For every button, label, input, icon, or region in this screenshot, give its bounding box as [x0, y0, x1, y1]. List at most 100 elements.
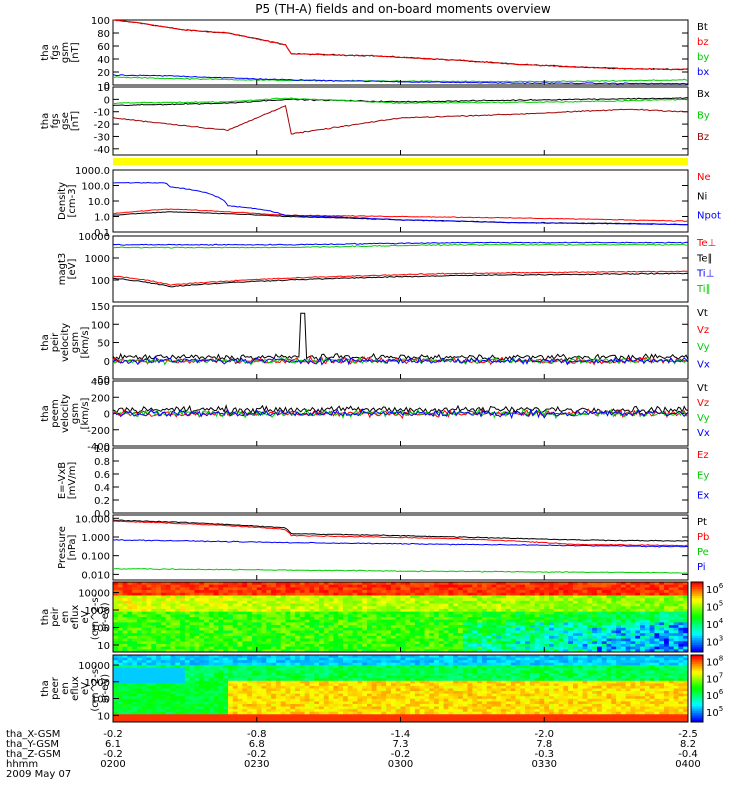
spectrogram-cell: [534, 635, 540, 639]
spectrogram-cell: [290, 625, 296, 629]
spectrogram-cell: [424, 641, 430, 645]
spectrogram-cell: [347, 641, 353, 645]
spectrogram-cell: [189, 595, 195, 599]
spectrogram-cell: [285, 719, 291, 723]
spectrogram-cell: [290, 627, 296, 631]
spectrogram-cell: [117, 635, 123, 639]
spectrogram-cell: [577, 590, 583, 594]
spectrogram-cell: [429, 582, 435, 586]
spectrogram-cell: [280, 646, 286, 650]
spectrogram-cell: [568, 592, 574, 596]
spectrogram-cell: [362, 657, 368, 661]
spectrogram-cell: [405, 627, 411, 631]
spectrogram-cell: [261, 614, 267, 618]
spectrogram-cell: [448, 643, 454, 648]
y-axis-label-line: gsm: [70, 332, 81, 353]
spectrogram-cell: [232, 688, 238, 692]
spectrogram-cell: [189, 675, 195, 679]
spectrogram-cell: [357, 711, 363, 715]
spectrogram-cell: [189, 683, 195, 687]
spectrogram-cell: [309, 703, 315, 707]
spectrogram-cell: [338, 635, 344, 639]
spectrogram-cell: [180, 714, 186, 718]
spectrogram-cell: [228, 696, 234, 700]
spectrogram-cell: [165, 667, 171, 671]
spectrogram-cell: [568, 643, 574, 648]
spectrogram-cell: [299, 625, 306, 629]
spectrogram-cell: [462, 608, 468, 613]
spectrogram-cell: [213, 662, 219, 666]
spectrogram-cell: [323, 603, 330, 607]
spectrogram-cell: [323, 625, 330, 629]
spectrogram-cell: [170, 709, 176, 713]
spectrogram-cell: [237, 638, 243, 642]
spectrogram-cell: [352, 592, 358, 596]
spectrogram-cell: [410, 641, 416, 645]
spectrogram-cell: [189, 643, 195, 648]
spectrogram-cell: [127, 587, 133, 591]
y-tick-label: 10.0: [88, 197, 110, 208]
spectrogram-cell: [515, 633, 521, 637]
spectrogram-cell: [596, 641, 603, 645]
spectrogram-cell: [357, 680, 363, 684]
y-axis-label-line: [nT]: [70, 111, 81, 131]
spectrogram-cell: [467, 641, 473, 645]
spectrogram-cell: [319, 617, 325, 621]
spectrogram-cell: [127, 673, 133, 677]
spectrogram-cell: [668, 633, 675, 637]
spectrogram-cell: [314, 600, 320, 604]
spectrogram-cell: [395, 611, 401, 615]
spectrogram-cell: [347, 714, 353, 718]
spectrogram-cell: [515, 625, 521, 629]
spectrogram-cell: [299, 675, 306, 679]
spectrogram-cell: [160, 603, 167, 607]
spectrogram-cell: [434, 606, 440, 610]
spectrogram-cell: [462, 638, 468, 642]
spectrogram-cell: [117, 649, 123, 653]
spectrogram-cell: [467, 638, 473, 642]
spectrogram-cell: [563, 582, 569, 586]
spectrogram-cell: [151, 598, 157, 602]
spectrogram-cell: [132, 665, 138, 669]
spectrogram-cell: [625, 619, 631, 623]
spectrogram-cell: [194, 709, 200, 713]
spectrogram-cell: [165, 608, 171, 613]
spectrogram-cell: [223, 619, 229, 623]
spectrogram-cell: [146, 691, 152, 695]
spectrogram-cell: [199, 611, 205, 615]
spectrogram-cell: [601, 592, 607, 596]
spectrogram-cell: [534, 598, 540, 602]
spectrogram-cell: [213, 711, 219, 715]
spectrogram-cell: [333, 675, 339, 679]
spectrogram-cell: [156, 619, 162, 623]
spectrogram-cell: [271, 678, 277, 682]
spectrogram-cell: [438, 625, 445, 629]
spectrogram-cell: [544, 587, 550, 591]
spectrogram-cell: [256, 635, 262, 639]
spectrogram-cell: [414, 635, 421, 639]
spectrogram-cell: [299, 701, 306, 705]
spectrogram-cell: [410, 584, 416, 588]
spectrogram-cell: [290, 608, 296, 613]
spectrogram-cell: [362, 598, 368, 602]
spectrogram-cell: [611, 608, 617, 613]
spectrogram-cell: [194, 625, 200, 629]
spectrogram-cell: [328, 611, 334, 615]
spectrogram-cell: [678, 600, 684, 604]
spectrogram-cell: [237, 685, 243, 689]
spectrogram-cell: [438, 606, 445, 610]
spectrogram-cell: [443, 611, 449, 615]
spectrogram-cell: [180, 675, 186, 679]
spectrogram-cell: [654, 614, 660, 618]
spectrogram-cell: [390, 719, 397, 723]
spectrogram-cell: [146, 611, 152, 615]
spectrogram-cell: [184, 582, 191, 586]
spectrogram-cell: [122, 638, 128, 642]
spectrogram-cell: [180, 630, 186, 634]
spectrogram-cell: [271, 638, 277, 642]
spectrogram-cell: [160, 719, 167, 723]
spectrogram-cell: [529, 590, 536, 594]
spectrogram-cell: [611, 592, 617, 596]
spectrogram-cell: [319, 670, 325, 674]
spectrogram-cell: [271, 649, 277, 653]
